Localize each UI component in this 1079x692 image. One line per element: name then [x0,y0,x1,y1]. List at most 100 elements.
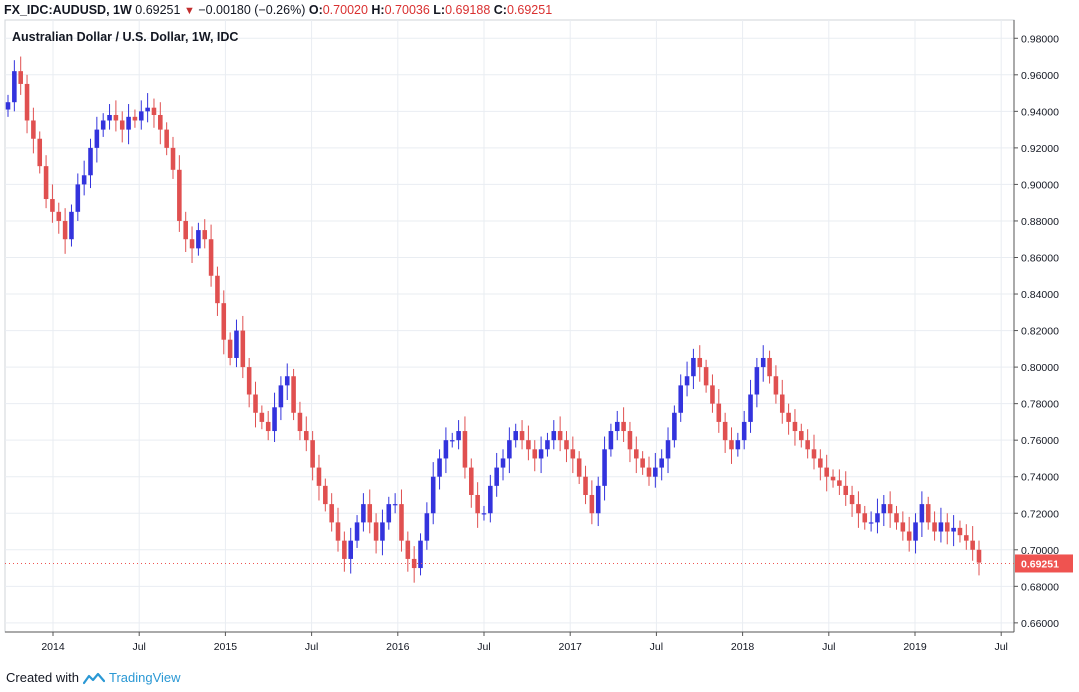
candle-body [443,440,449,459]
candle-body [488,485,493,514]
y-tick-label: 0.88000 [1021,216,1059,228]
candle-body [906,531,912,541]
close-value: 0.69251 [506,3,553,17]
candle-body [665,440,671,459]
candle-body [189,239,195,249]
footer: Created with TradingView [6,670,181,685]
candle-body [329,504,334,523]
candle-body [361,504,366,523]
candle-body [94,129,100,148]
candle-body [913,522,918,541]
price-change: −0.00180 (−0.26%) [198,3,306,17]
candle-body [964,535,969,541]
candle-body [107,114,112,121]
candle-body [69,211,74,240]
low-value: 0.69188 [445,3,491,17]
candle-body [881,504,887,514]
candle-body [957,527,963,536]
last-price: 0.69251 [135,3,181,17]
y-tick-label: 0.68000 [1021,581,1059,593]
candle-body [627,431,633,450]
candle-body [551,431,557,441]
candle-body [805,440,810,450]
candle-body [824,467,829,477]
candle-body [691,357,696,377]
y-tick-label: 0.74000 [1021,472,1059,484]
last-price-tag-label: 0.69251 [1021,558,1059,570]
chart-title: Australian Dollar / U.S. Dollar, 1W, IDC [12,30,239,44]
symbol-name[interactable]: FX_IDC:AUDUSD, 1W [4,3,132,17]
candle-body [56,211,62,221]
candle-body [81,175,87,185]
candle-body [177,169,182,221]
x-tick-label: Jul [650,641,663,653]
y-tick-label: 0.84000 [1021,289,1059,301]
high-value: 0.70036 [384,3,430,17]
candle-body [50,199,55,212]
candle-body [767,357,772,377]
candle-body [113,114,119,121]
candle-body [741,421,747,441]
candle-body [862,513,868,523]
y-tick-label: 0.76000 [1021,435,1059,447]
candle-body [887,504,893,514]
candle-body [760,357,766,368]
candle-body [31,120,36,139]
candle-body [595,485,601,514]
candle-body [583,476,588,495]
x-tick-label: Jul [477,641,490,653]
candle-body [868,522,874,524]
candle-body [138,111,144,121]
candle-body [246,367,252,395]
candle-body [856,504,861,514]
candle-body [373,522,379,541]
candle-body [640,458,645,468]
candle-body [367,504,373,523]
candle-body [126,116,131,130]
candle-body [500,458,506,468]
x-tick-label: 2015 [214,641,238,653]
candle-body [703,367,709,386]
candle-body [24,83,30,121]
candle-body [12,71,17,103]
x-tick-label: Jul [994,641,1007,653]
candle-body [494,467,499,486]
x-tick-label: Jul [305,641,318,653]
candle-body [132,116,138,121]
candle-body [653,467,658,477]
tradingview-brand[interactable]: TradingView [108,670,181,685]
candle-body [779,394,785,413]
candle-body [158,114,163,130]
candle-body [919,504,925,523]
candle-body [900,522,906,532]
x-tick-label: 2019 [903,641,927,653]
y-tick-label: 0.82000 [1021,326,1059,338]
candle-body [145,107,150,112]
candle-body [278,385,284,408]
candle-body [392,504,398,506]
candle-body [449,440,455,442]
candle-body [849,494,855,505]
y-tick-label: 0.80000 [1021,362,1059,374]
candle-body [710,385,715,404]
candle-body [462,431,468,468]
candle-body [170,147,176,170]
x-tick-label: 2014 [41,641,65,653]
candle-body [75,184,81,212]
candle-body [323,485,328,505]
candle-body [722,421,728,441]
candle-body [799,431,804,441]
candle-body [297,412,303,432]
candle-body [970,540,975,550]
candle-body [62,220,68,240]
candle-body [951,527,956,532]
candle-body [837,480,842,486]
y-tick-label: 0.78000 [1021,399,1059,411]
low-label: L: [433,3,446,17]
created-with-text: Created with [6,670,79,685]
candle-body [818,458,823,468]
candle-body [925,504,931,523]
candle-body [748,394,753,422]
candle-body [380,522,385,541]
